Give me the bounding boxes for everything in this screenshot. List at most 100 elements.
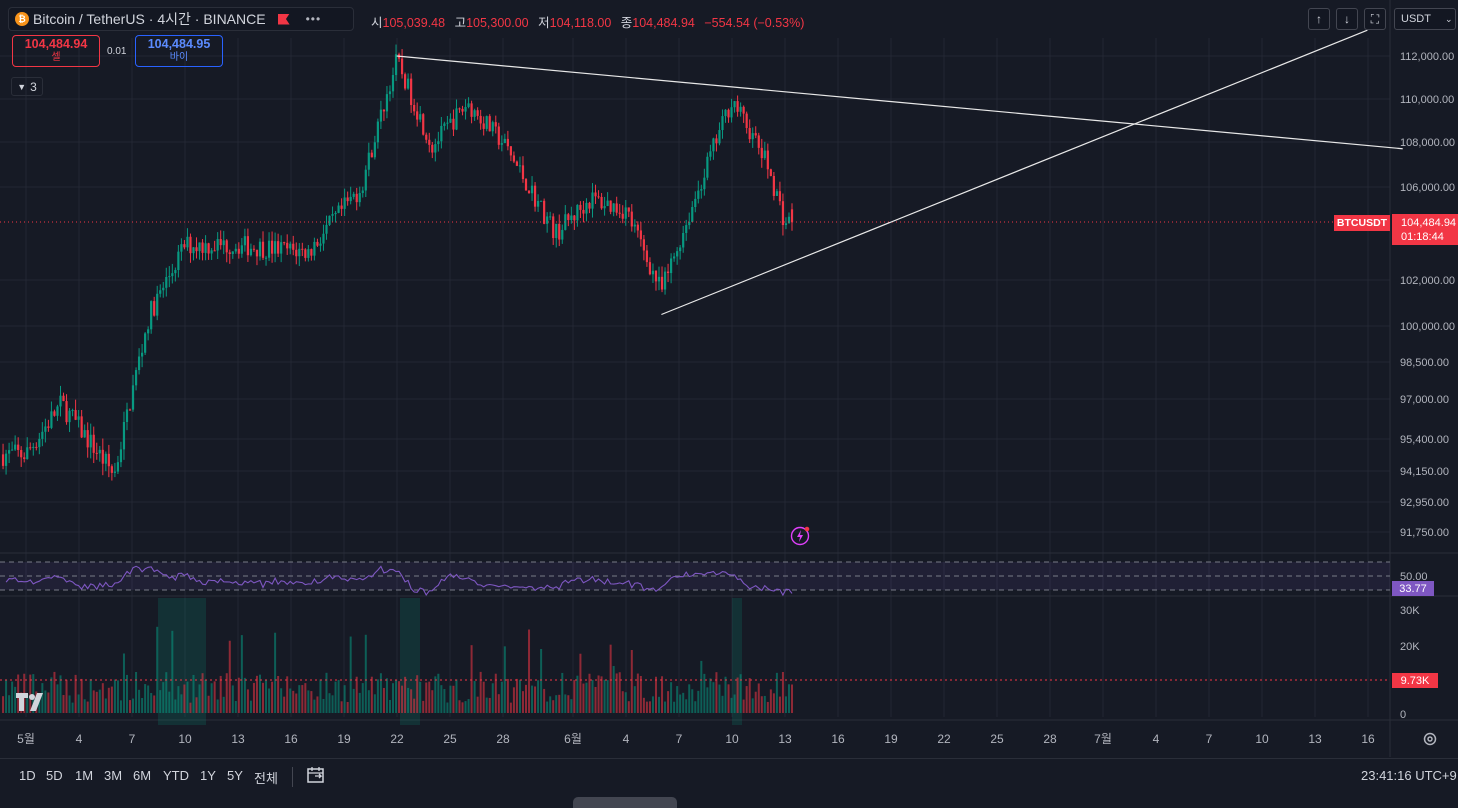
volume-bar: [407, 687, 410, 713]
volume-bar: [434, 676, 437, 713]
candle-body: [298, 248, 301, 257]
volume-bar: [319, 679, 322, 713]
range-5d-button[interactable]: 5D: [46, 768, 63, 783]
volume-bar: [334, 681, 337, 713]
candle-body: [461, 108, 464, 112]
trendline: [396, 55, 1403, 150]
volume-bar: [769, 689, 772, 713]
trendlines[interactable]: [396, 29, 1403, 316]
candle-body: [497, 126, 500, 145]
tradingview-logo-icon[interactable]: [16, 693, 48, 711]
candle-body: [419, 114, 422, 120]
candle-body: [455, 108, 458, 130]
symbol-name[interactable]: Bitcoin / TetherUS: [33, 11, 145, 27]
candle-body: [428, 139, 431, 145]
candle-body: [156, 293, 159, 316]
volume-bar: [153, 695, 156, 713]
candle-body: [56, 406, 59, 416]
chart-scrollbar[interactable]: [573, 797, 677, 808]
volume-axis-label: 20K: [1400, 641, 1420, 653]
range-5y-button[interactable]: 5Y: [227, 768, 243, 783]
low-value: 104,118.00: [549, 16, 612, 30]
candle-body: [125, 409, 129, 423]
volume-bar: [709, 678, 712, 713]
candle-body: [89, 434, 92, 448]
volume-bar: [104, 698, 107, 713]
current-price-tag: 104,484.94 01:18:44: [1392, 214, 1458, 245]
currency-select[interactable]: USDT ⌄: [1394, 8, 1456, 30]
arrow-up-icon[interactable]: ↑: [1308, 8, 1330, 30]
ellipsis-icon[interactable]: •••: [305, 12, 322, 26]
volume-bar: [249, 700, 252, 713]
volume-bar: [419, 681, 422, 713]
volume-bar: [283, 696, 286, 713]
candle-body: [322, 233, 325, 244]
volume-bar: [292, 690, 295, 713]
time-axis[interactable]: 5월 4 7 10 13 16 19 22 25 28 6월 4 7 10 13 16 19 22 25 28 7월 4 7…: [17, 732, 1375, 746]
volume-bar: [416, 675, 419, 713]
candle-body: [261, 241, 265, 258]
price-axis[interactable]: 112,000.00 110,000.00 108,000.00 106,000.00…: [1400, 51, 1455, 721]
candle-body: [289, 243, 292, 249]
candle-body: [134, 370, 138, 386]
candle-body: [612, 203, 615, 212]
volume-bar: [183, 684, 186, 713]
flash-alert-icon[interactable]: [790, 526, 810, 546]
volume-bar: [147, 685, 150, 713]
candle-body: [86, 430, 89, 448]
range-3m-button[interactable]: 3M: [104, 768, 123, 783]
volume-bar: [624, 692, 627, 713]
volume-bar: [579, 653, 582, 713]
range-all-button[interactable]: 전체: [254, 771, 278, 786]
candle-body: [470, 103, 473, 117]
volume-bar: [367, 690, 370, 713]
candle-body: [171, 273, 174, 277]
volume-bar: [461, 702, 464, 713]
volume-bar: [376, 679, 379, 713]
candle-body: [104, 453, 107, 464]
candle-body: [364, 169, 367, 191]
time-axis-label: 16: [1361, 732, 1375, 746]
range-ytd-button[interactable]: YTD: [163, 768, 189, 783]
candle-body: [452, 118, 455, 130]
candle-body: [512, 155, 516, 162]
volume-bar: [222, 696, 225, 713]
candle-body: [283, 242, 286, 244]
arrow-down-icon[interactable]: ↓: [1336, 8, 1358, 30]
candle-body: [494, 122, 497, 127]
volume-bar: [712, 682, 715, 713]
volume-bar: [237, 677, 240, 713]
interval-exchange[interactable]: · 4시간 · BINANCE: [148, 11, 266, 27]
time-axis-label: 22: [937, 732, 951, 746]
volume-bar: [53, 671, 56, 713]
buy-button[interactable]: 104,484.95 바이: [135, 35, 223, 67]
range-1d-button[interactable]: 1D: [19, 768, 36, 783]
volume-bar: [784, 696, 787, 713]
chevron-down-icon: ▼: [17, 81, 27, 92]
bar-countdown: 01:18:44: [1401, 231, 1444, 243]
volume-bar: [585, 682, 588, 713]
sell-button[interactable]: 104,484.94 셀: [12, 35, 100, 67]
candle-body: [92, 434, 95, 453]
clock-timezone[interactable]: 23:41:16 UTC+9: [1361, 768, 1457, 783]
flag-icon[interactable]: [277, 13, 290, 25]
candle-body: [189, 236, 192, 254]
date-range-icon[interactable]: [305, 764, 327, 786]
symbol-header[interactable]: ₿ Bitcoin / TetherUS · 4시간 · BINANCE •••: [8, 7, 354, 31]
fullscreen-icon[interactable]: ⛶: [1364, 8, 1386, 30]
volume-bar: [482, 681, 485, 713]
time-axis-label: 19: [884, 732, 898, 746]
settings-gear-icon[interactable]: [1422, 731, 1438, 747]
range-1m-button[interactable]: 1M: [75, 768, 94, 783]
volume-bar: [422, 700, 425, 713]
range-1y-button[interactable]: 1Y: [200, 768, 216, 783]
candle-body: [579, 204, 582, 210]
volume-bar: [119, 700, 122, 713]
range-6m-button[interactable]: 6M: [133, 768, 152, 783]
indicators-collapse-button[interactable]: ▼ 3: [11, 77, 43, 96]
volume-bar: [95, 691, 98, 713]
volume-bar: [310, 691, 313, 713]
candle-body: [370, 152, 373, 158]
volume-axis-label: 0: [1400, 709, 1406, 721]
